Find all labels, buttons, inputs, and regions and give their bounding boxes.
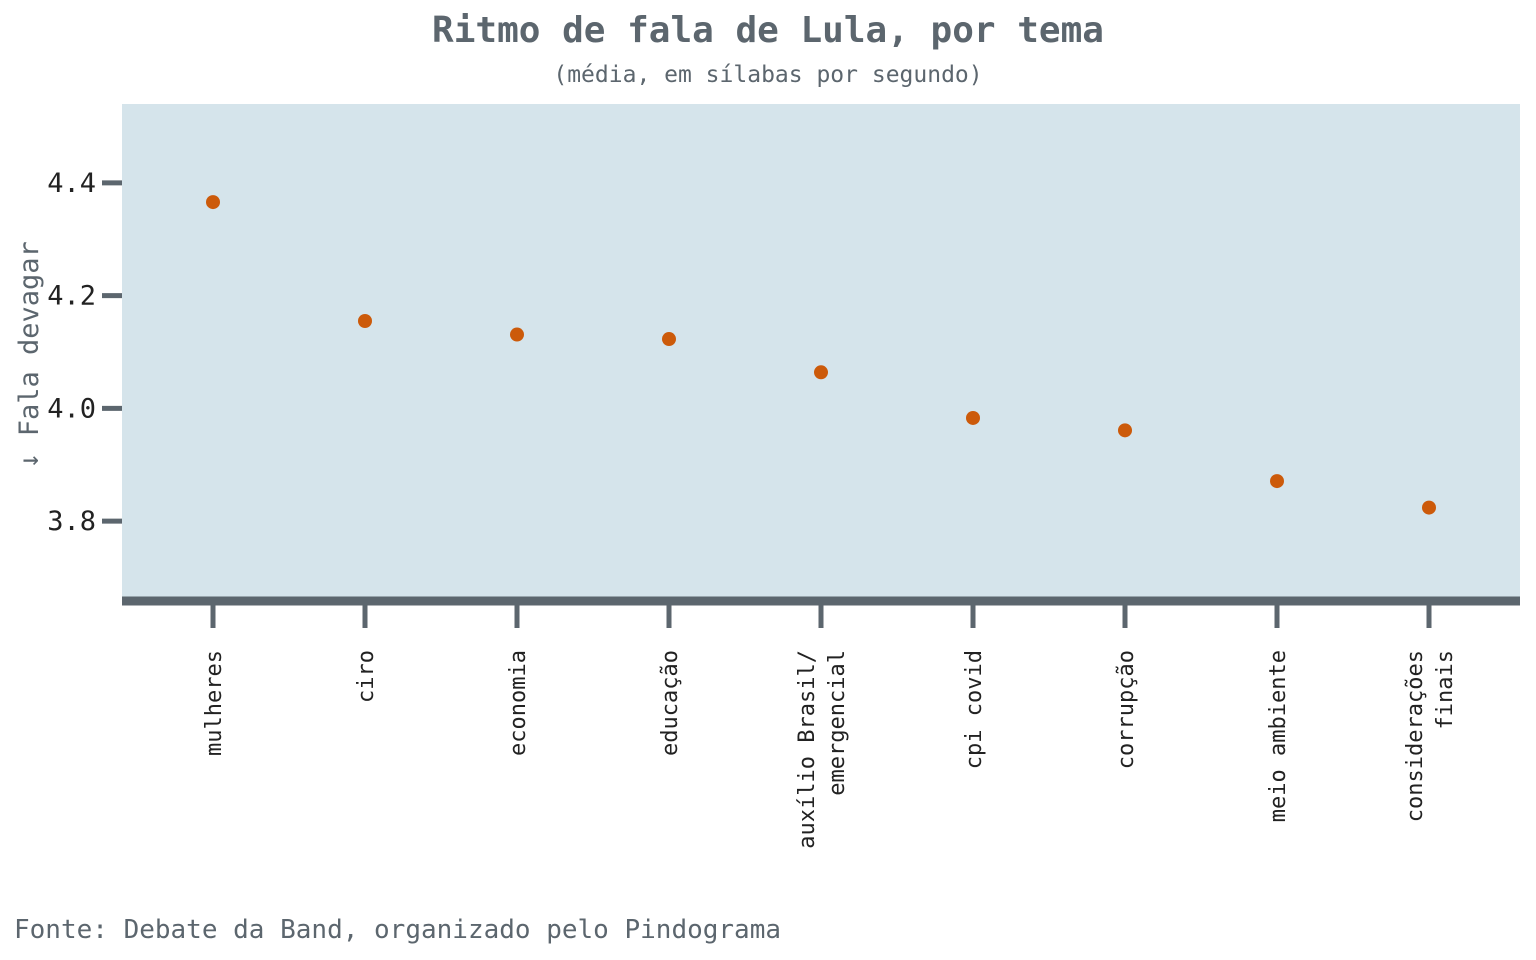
source-note: Fonte: Debate da Band, organizado pelo P… — [14, 915, 781, 945]
y-tick-label: 4.4 — [47, 168, 96, 199]
x-tick-label: educação — [658, 650, 683, 756]
x-tick-label: ciro — [354, 650, 379, 703]
plot-background — [122, 104, 1520, 600]
data-point — [1118, 423, 1132, 438]
x-axis: mulheres ciro economia educação auxílio Bras… — [202, 605, 1458, 849]
y-tick-label: 4.0 — [47, 393, 96, 424]
y-tick-label: 3.8 — [47, 506, 96, 537]
x-tick-label: cpi covid — [962, 650, 987, 769]
x-tick-label: corrupção — [1114, 650, 1139, 769]
y-axis-label: ↓ Fala devagar — [14, 241, 45, 469]
data-point — [814, 365, 828, 380]
x-tick-label: considerações — [1403, 650, 1428, 822]
data-point — [966, 410, 980, 425]
data-point — [1270, 474, 1284, 489]
chart-title: Ritmo de fala de Lula, por tema — [432, 10, 1104, 51]
chart-subtitle: (média, em sílabas por segundo) — [553, 62, 982, 88]
data-point — [1422, 500, 1436, 515]
data-point — [206, 195, 220, 210]
data-point — [662, 332, 676, 347]
data-point — [358, 314, 372, 328]
x-tick-label: auxílio Brasil/ — [795, 650, 820, 849]
data-points — [206, 195, 1436, 515]
x-tick-label: finais — [1433, 650, 1458, 729]
data-point — [510, 327, 524, 342]
y-axis: 3.8 4.0 4.2 4.4 — [47, 168, 122, 537]
x-tick-label: mulheres — [202, 650, 227, 756]
x-tick-label: meio ambiente — [1266, 650, 1291, 822]
x-tick-label: economia — [506, 650, 531, 756]
y-tick-label: 4.2 — [47, 281, 96, 312]
x-tick-label: emergencial — [825, 650, 850, 796]
